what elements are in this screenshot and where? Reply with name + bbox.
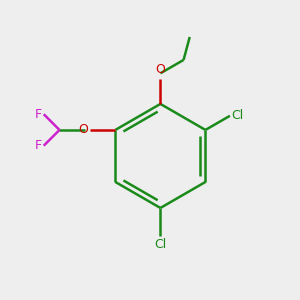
Text: O: O (155, 63, 165, 76)
Text: F: F (35, 108, 42, 121)
Text: F: F (35, 139, 42, 152)
Text: Cl: Cl (231, 109, 244, 122)
Text: Cl: Cl (154, 238, 167, 251)
Text: O: O (78, 123, 88, 136)
